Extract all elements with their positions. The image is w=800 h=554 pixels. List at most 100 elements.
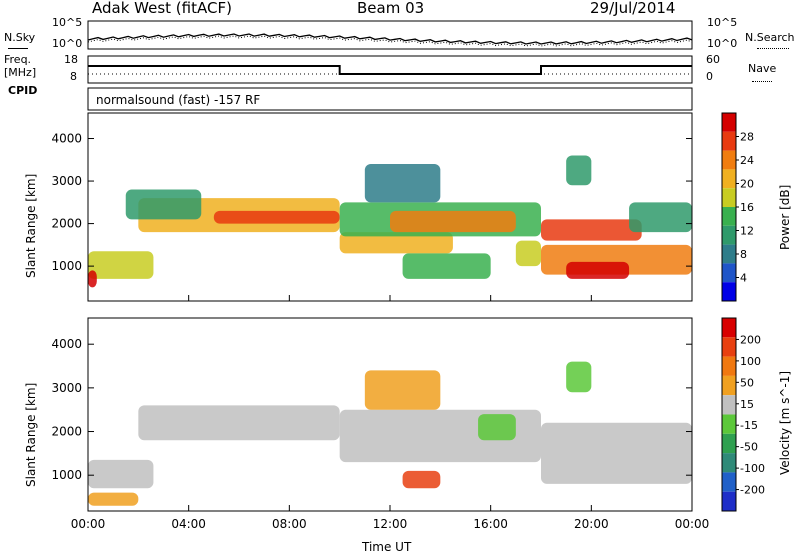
velocity-band-4: [364, 370, 441, 410]
velocity-colorbar-cell-6: [722, 433, 736, 454]
station-title: Adak West (fitACF): [92, 0, 232, 17]
power-band-13: [541, 219, 642, 241]
power-colorbar-cell-7: [722, 244, 736, 264]
velocity-cbtick-label-5: -50: [740, 441, 758, 454]
power-cbtick-label-1: 8: [740, 248, 747, 261]
power-cbtick-label-5: 24: [740, 154, 754, 167]
cpid-label: CPID: [8, 84, 38, 97]
power-cbtick-label-4: 20: [740, 178, 754, 191]
power-band-3: [213, 210, 340, 224]
velocity-band-3: [541, 422, 692, 484]
velocity-colorbar-cell-4: [722, 395, 736, 415]
velocity-colorbar-cell-5: [722, 414, 736, 434]
nave-legend-line: [752, 81, 772, 82]
beam-title: Beam 03: [357, 0, 425, 17]
velocity-cbtick-label-0: 200: [740, 333, 761, 346]
velocity-band-8: [88, 492, 139, 506]
cpid-strip-frame: [87, 87, 693, 111]
velocity-cbtick-label-7: -200: [740, 484, 765, 497]
velocity-colorbar-cell-1: [722, 337, 736, 357]
power-colorbar-cell-9: [722, 282, 736, 301]
velocity-heatmap: [88, 361, 692, 506]
power-colorbar-cell-1: [722, 131, 736, 151]
velocity-colorbar-cell-8: [722, 472, 736, 492]
velocity-band-7: [566, 361, 592, 393]
power-colorbar-cell-3: [722, 169, 736, 189]
nsearch-legend-line: [757, 48, 789, 49]
power-ytick-label-1: 2000: [51, 217, 82, 231]
noise-tick-bottom-left: 10^0: [52, 37, 83, 50]
velocity-band-0: [88, 459, 154, 489]
nsky-label: N.Sky: [4, 31, 36, 44]
power-cbtick-label-0: 4: [740, 272, 747, 285]
velocity-colorbar-cell-3: [722, 375, 736, 396]
power-band-1: [88, 270, 97, 288]
velocity-band-5: [402, 470, 441, 489]
nave-tick-top: 60: [706, 53, 720, 66]
velocity-cbtick-label-6: -100: [740, 462, 765, 475]
velocity-cbtick-label-4: -15: [740, 419, 758, 432]
freq-tick-top: 18: [64, 53, 78, 66]
xtick-label-1: 04:00: [171, 517, 206, 531]
power-cbtick-label-2: 12: [740, 225, 754, 238]
power-ytick-label-0: 1000: [51, 259, 82, 273]
nave-tick-bottom: 0: [706, 70, 713, 83]
nsearch-trace: [87, 35, 693, 47]
xtick-label-3: 12:00: [373, 517, 408, 531]
nave-label: Nave: [748, 62, 777, 75]
power-band-14: [629, 202, 692, 233]
velocity-ytick-label-2: 3000: [51, 381, 82, 395]
velocity-colorbar-cell-9: [722, 491, 736, 511]
power-band-9: [402, 253, 491, 279]
power-band-7: [390, 210, 516, 233]
power-heatmap: [88, 155, 692, 288]
noise-tick-bottom-right: 10^0: [707, 37, 738, 50]
xlabel: Time UT: [362, 540, 412, 554]
xtick-label-0: 00:00: [71, 517, 106, 531]
xtick-label-4: 16:00: [473, 517, 508, 531]
power-colorbar-cell-8: [722, 263, 736, 283]
velocity-band-6: [478, 414, 516, 441]
velocity-cbtick-label-1: 100: [740, 355, 761, 368]
xtick-label-6: 00:00: [675, 517, 710, 531]
nsky-legend-line: [8, 48, 28, 49]
power-band-4: [125, 189, 202, 220]
power-ytick-label-2: 3000: [51, 174, 82, 188]
power-band-10: [515, 240, 541, 267]
power-colorbar-cell-0: [722, 113, 736, 132]
velocity-colorbar-frame: [721, 317, 737, 512]
power-band-0: [88, 251, 154, 279]
power-colorbar-cell-5: [722, 207, 736, 226]
cpid-value: normalsound (fast) -157 RF: [96, 93, 261, 107]
power-colorbar-cell-4: [722, 188, 736, 207]
freq-tick-bottom: 8: [70, 70, 77, 83]
xtick-label-5: 20:00: [574, 517, 609, 531]
velocity-colorbar-cell-0: [722, 318, 736, 338]
power-band-12: [566, 261, 630, 279]
freq-label: Freq.: [4, 53, 32, 66]
power-colorbar-cell-6: [722, 225, 736, 245]
power-colorbar-cell-2: [722, 150, 736, 170]
power-band-8: [364, 164, 441, 203]
date-title: 29/Jul/2014: [590, 0, 676, 17]
noise-tick-top-left: 10^5: [52, 16, 83, 29]
noise-tick-top-right: 10^5: [707, 16, 738, 29]
velocity-ytick-label-1: 2000: [51, 425, 82, 439]
velocity-band-1: [138, 405, 340, 441]
nsky-trace: [87, 33, 693, 45]
noise-strip-frame: [87, 20, 693, 50]
velocity-colorbar-cell-2: [722, 356, 736, 376]
freq-strip-frame: [87, 55, 693, 84]
power-ytick-label-3: 4000: [51, 132, 82, 146]
power-cbtick-label-3: 16: [740, 201, 754, 214]
power-cbtick-label-6: 28: [740, 131, 754, 144]
xtick-label-2: 08:00: [272, 517, 307, 531]
nsearch-label: N.Search: [745, 31, 795, 44]
freq-trace: [88, 65, 692, 75]
power-band-15: [566, 155, 592, 186]
velocity-cbtick-label-2: 50: [740, 376, 754, 389]
velocity-cbtick-label-3: 15: [740, 398, 754, 411]
velocity-ytick-label-0: 1000: [51, 468, 82, 482]
power-band-5: [339, 232, 453, 254]
